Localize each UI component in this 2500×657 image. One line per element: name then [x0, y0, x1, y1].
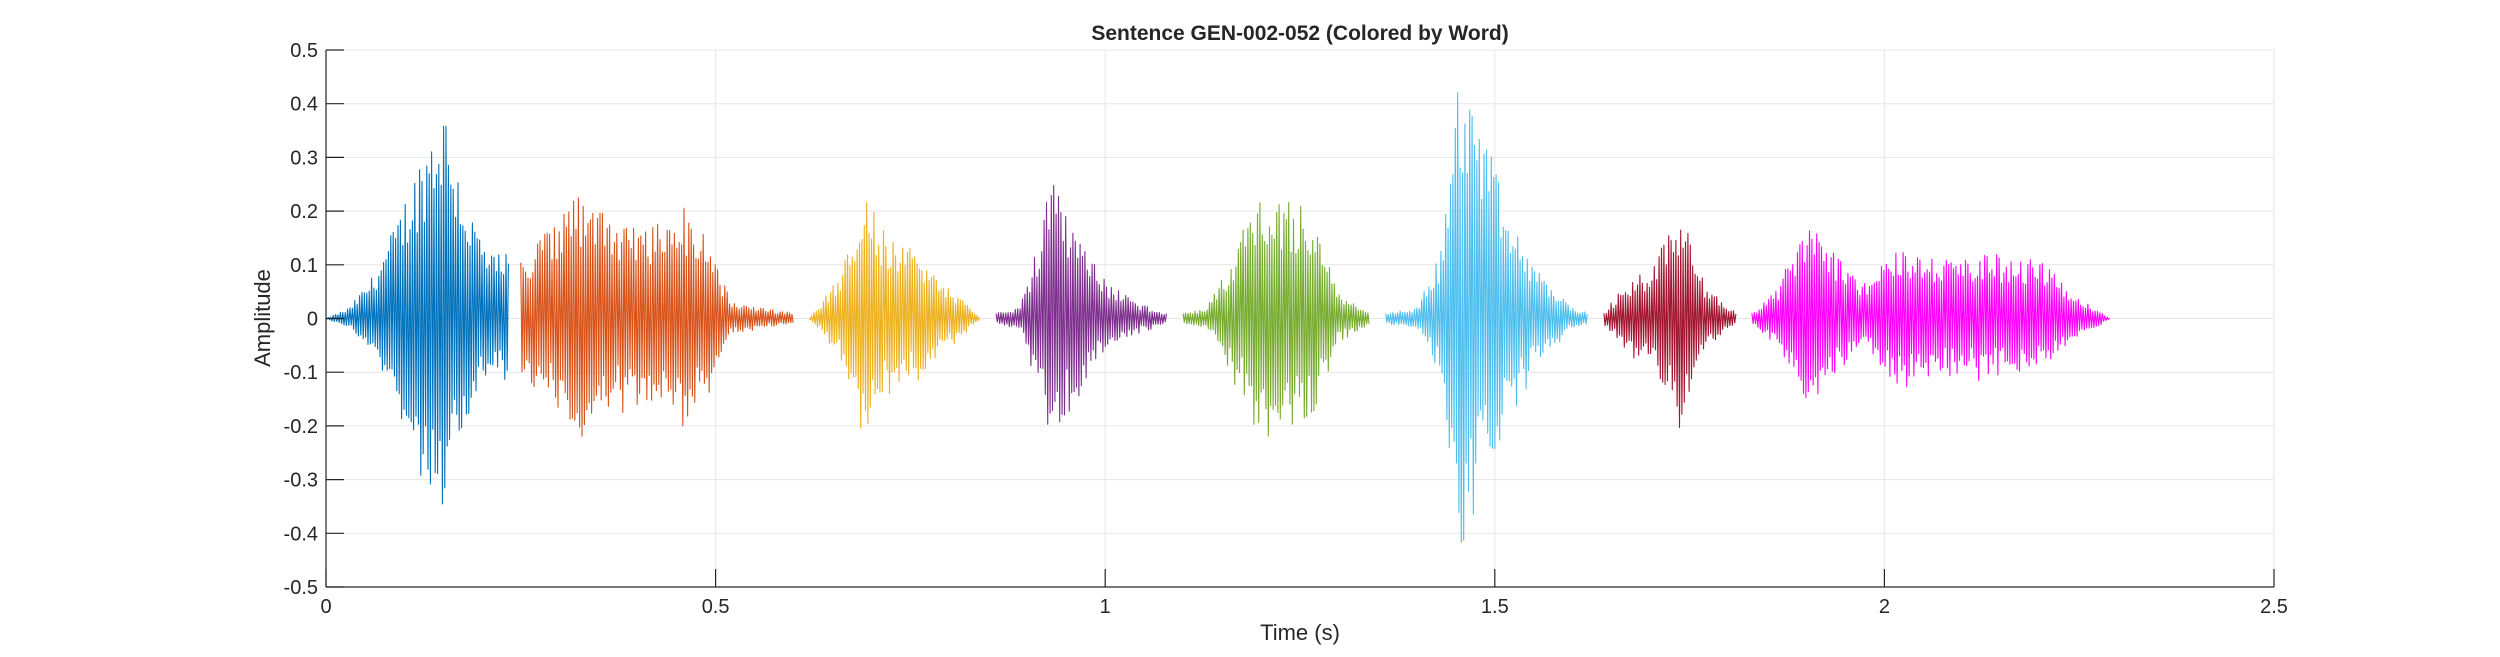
y-tick-label: -0.1	[284, 362, 318, 384]
waveform-series-1	[325, 125, 509, 505]
y-tick-label: 0.4	[290, 94, 318, 116]
y-tick-label: 0.3	[290, 147, 318, 169]
y-tick-label: 0.5	[290, 40, 318, 62]
y-tick-label: -0.2	[284, 416, 318, 438]
waveform-series-6	[1385, 91, 1588, 543]
axes-layer	[325, 49, 2275, 588]
series-layer	[325, 91, 2110, 543]
y-tick-label: -0.3	[284, 470, 318, 492]
x-tick-label: 1.5	[1481, 596, 1509, 618]
waveform-series-2	[520, 197, 794, 437]
y-tick-label: 0.2	[290, 201, 318, 223]
waveform-series-5	[1182, 201, 1370, 437]
y-tick-label: 0	[307, 309, 318, 331]
y-tick-label: 0.1	[290, 255, 318, 277]
y-tick-label: -0.5	[284, 577, 318, 599]
x-tick-label: 1	[1100, 596, 1111, 618]
y-axis-label: Amplitude	[250, 269, 275, 367]
waveform-series-3	[808, 202, 981, 429]
waveform-series-4	[995, 184, 1168, 425]
x-tick-label: 2	[1879, 596, 1890, 618]
y-tick-label: -0.4	[284, 523, 318, 545]
tick-label-layer: 0 0.5 1 1.5 2 2.5 0.5 0.4 0.3 0.2 0.1 0 -0.1 -0.2 -0.3…	[284, 40, 2288, 618]
waveform-series-8	[1751, 230, 2110, 399]
x-tick-label: 2.5	[2260, 596, 2288, 618]
chart-title: Sentence GEN-002-052 (Colored by Word)	[1091, 22, 1508, 45]
x-tick-label: 0.5	[702, 596, 730, 618]
waveform-series-7	[1603, 229, 1737, 428]
x-axis-label: Time (s)	[1260, 620, 1340, 645]
x-tick-label: 0	[320, 596, 331, 618]
